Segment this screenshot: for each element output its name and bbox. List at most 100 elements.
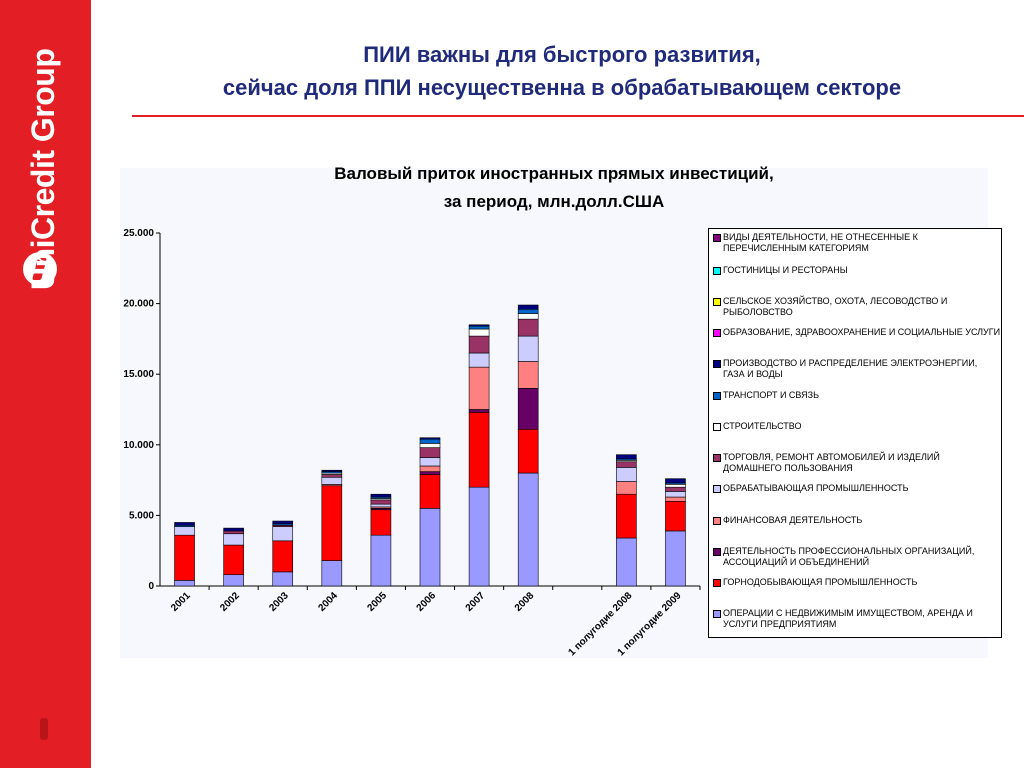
bar-segment (468, 352, 490, 368)
bar-segment (665, 478, 686, 484)
x-tick-label: 2001 (169, 590, 193, 614)
chart-title-line-1: Валовый приток иностранных прямых инвест… (334, 164, 774, 183)
legend-label: ГОСТИНИЦЫ И РЕСТОРАНЫ (723, 265, 848, 275)
bar-segment (174, 580, 195, 587)
bar-segment (419, 447, 441, 458)
legend-swatch (713, 360, 721, 368)
bar-segment (616, 467, 637, 482)
bar-segment (419, 508, 441, 587)
title-divider (132, 115, 1024, 117)
bar-segment (517, 472, 539, 587)
legend-label: ПРОИЗВОДСТВО И РАСПРЕДЕЛЕНИЕ ЭЛЕКТРОЭНЕР… (723, 358, 978, 379)
legend-swatch (713, 423, 721, 431)
bar-segment (665, 530, 686, 587)
slide-title: ПИИ важны для быстрого развития, сейчас … (100, 38, 1024, 104)
bar-segment (468, 412, 490, 488)
legend-label: СЕЛЬСКОЕ ХОЗЯЙСТВО, ОХОТА, ЛЕСОВОДСТВО И… (723, 296, 948, 317)
bar-segment (174, 526, 195, 536)
legend-label: ФИНАНСОВАЯ ДЕЯТЕЛЬНОСТЬ (723, 515, 863, 525)
bar-segment (419, 471, 441, 475)
legend-swatch (713, 234, 721, 242)
bar-segment (370, 509, 392, 536)
bar-segment (370, 499, 392, 505)
bar-segment (616, 493, 637, 539)
legend-label: ТРАНСПОРТ И СВЯЗЬ (723, 390, 819, 400)
bar-segment (517, 388, 539, 430)
bar-segment (665, 500, 686, 532)
bar-segment (370, 493, 392, 498)
x-tick-label: 2008 (513, 590, 537, 614)
x-tick-label: 2002 (218, 590, 242, 614)
bar-segment (174, 522, 195, 526)
legend-swatch (713, 329, 721, 337)
bar-segment (616, 461, 637, 468)
legend-swatch (713, 392, 721, 400)
bar-segment (665, 496, 686, 502)
bar-segment (419, 438, 441, 444)
legend-label: ГОРНОДОБЫВАЮЩАЯ ПРОМЫШЛЕННОСТЬ (723, 577, 918, 587)
bar-segment (616, 537, 637, 587)
bar-segment (223, 527, 244, 532)
bar-segment (272, 540, 294, 573)
unicredit-logo-icon (23, 252, 57, 286)
bar-segment (468, 366, 490, 410)
bar-segment (419, 443, 441, 448)
x-axis-labels: 2001 2002 2003 2004 2005 2006 2007 2008 1 полуго… (169, 590, 684, 658)
legend-label: ОБРАБАТЫВАЮЩАЯ ПРОМЫШЛЕННОСТЬ (723, 483, 909, 493)
bar-segment (223, 544, 244, 576)
y-tick-label: 5.000 (129, 510, 154, 521)
bar-segment (517, 308, 539, 314)
legend-swatch (713, 610, 721, 618)
bar-segment (517, 361, 539, 389)
bar-segment (517, 318, 539, 337)
bar-segment (517, 304, 539, 310)
bar-segment (665, 486, 686, 492)
legend-swatch (713, 579, 721, 587)
slide-title-line-2: сейчас доля ППИ несущественна в обрабаты… (222, 75, 902, 100)
bar-segment (419, 437, 441, 440)
bar-segment (468, 409, 490, 413)
bar-segment (223, 574, 244, 587)
bar-segment (370, 534, 392, 587)
bar-segment (517, 313, 539, 320)
legend-label: ДЕЯТЕЛЬНОСТЬ ПРОФЕССИОНАЛЬНЫХ ОРГАНИЗАЦИ… (723, 546, 975, 567)
legend-swatch (713, 298, 721, 306)
legend-label: СТРОИТЕЛЬСТВО (723, 421, 802, 431)
bar-segment (665, 491, 686, 498)
bar-segment (468, 328, 490, 337)
chart-subtitle: за период, млн.долл.США (443, 192, 665, 211)
bar-segment (419, 465, 441, 472)
x-tick-label: 2006 (415, 590, 439, 614)
bar-segment (517, 335, 539, 362)
bar-segment (616, 454, 637, 460)
y-tick-label: 10.000 (123, 440, 154, 451)
bar-segment (468, 486, 490, 587)
legend-swatch (713, 548, 721, 556)
chart-legend: ВИДЫ ДЕЯТЕЛЬНОСТИ, НЕ ОТНЕСЕННЫЕ К ПЕРЕЧ… (708, 228, 1002, 638)
legend-swatch (713, 267, 721, 275)
bar-segment (321, 474, 343, 478)
bar-segment (272, 526, 294, 542)
legend-swatch (713, 454, 721, 462)
y-tick-label: 0 (148, 581, 154, 592)
y-tick-label: 20.000 (123, 299, 154, 310)
bar-segment (419, 474, 441, 509)
bar-segment (468, 335, 490, 354)
bar-segment (419, 457, 441, 467)
bar-segment (321, 485, 343, 561)
x-tick-label: 2003 (267, 590, 291, 614)
bar-segment (665, 484, 686, 488)
y-tick-label: 15.000 (123, 369, 154, 380)
legend-label: ТОРГОВЛЯ, РЕМОНТ АВТОМОБИЛЕЙ И ИЗДЕЛИЙ Д… (723, 452, 940, 473)
legend-label: ОПЕРАЦИИ С НЕДВИЖИМЫМ ИМУЩЕСТВОМ, АРЕНДА… (723, 608, 973, 629)
bar-segment (272, 571, 294, 587)
slide-title-line-1: ПИИ важны для быстрого развития, (363, 42, 761, 67)
legend-swatch (713, 485, 721, 493)
bar-segment (468, 325, 490, 330)
brand-sidebar: UniCredit Group (0, 0, 91, 768)
chart-bars (174, 304, 686, 587)
bar-segment (517, 428, 539, 474)
bar-segment (223, 533, 244, 546)
y-tick-label: 25.000 (123, 228, 154, 239)
